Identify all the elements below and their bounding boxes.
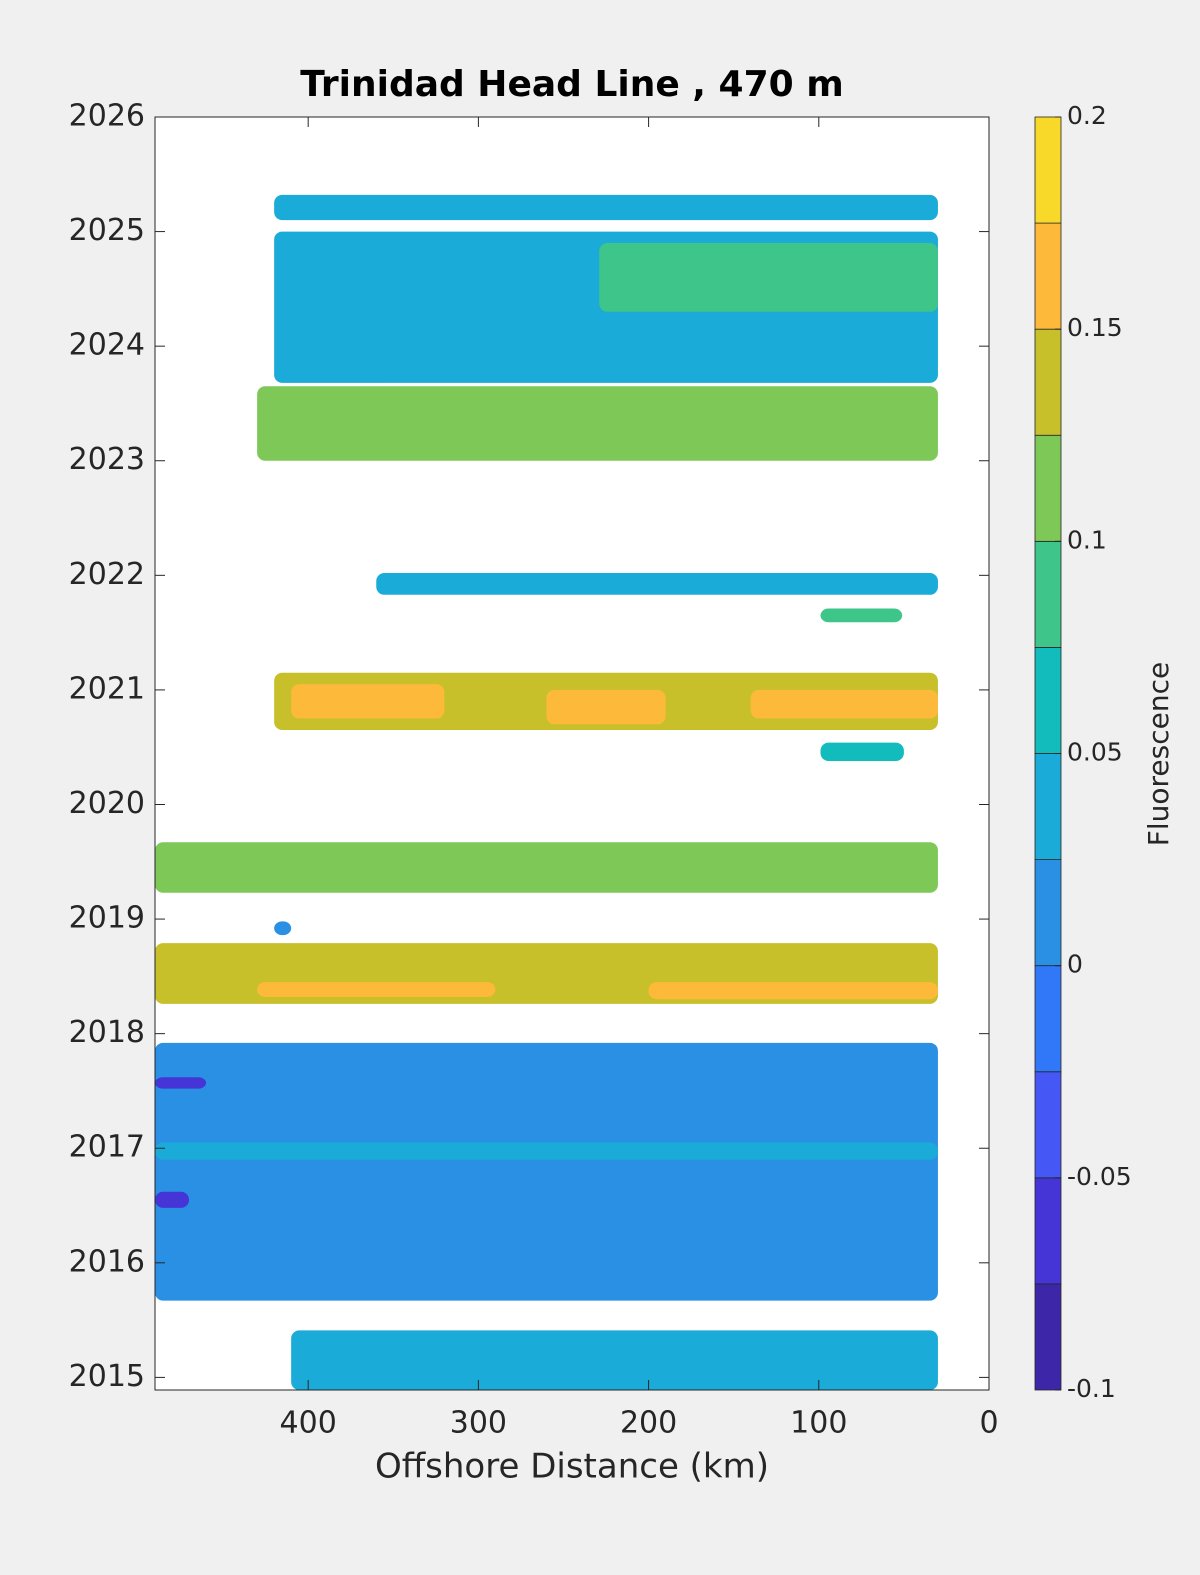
colorbar-tick-label: 0.1 bbox=[1067, 525, 1107, 554]
colorbar-tick-label: -0.1 bbox=[1067, 1374, 1116, 1403]
x-tick-label: 0 bbox=[979, 1406, 998, 1441]
y-tick-label: 2024 bbox=[69, 328, 145, 363]
colorbar-band bbox=[1034, 328, 1062, 436]
x-tick-label: 200 bbox=[620, 1406, 677, 1441]
y-tick-label: 2021 bbox=[69, 671, 145, 706]
colorbar-band bbox=[1034, 859, 1062, 967]
contour-patch bbox=[599, 243, 938, 312]
y-tick-label: 2020 bbox=[69, 786, 145, 821]
contour-patch bbox=[274, 194, 938, 221]
y-tick-label: 2016 bbox=[69, 1244, 145, 1279]
colorbar-band bbox=[1034, 434, 1062, 542]
x-tick-label: 400 bbox=[280, 1406, 337, 1441]
contour-patch bbox=[155, 842, 938, 893]
colorbar-band bbox=[1034, 753, 1062, 860]
colorbar-tick-label: -0.05 bbox=[1067, 1162, 1132, 1191]
colorbar-band bbox=[1034, 965, 1062, 1073]
x-tick-label: 300 bbox=[450, 1406, 507, 1441]
y-tick-label: 2019 bbox=[69, 901, 145, 936]
contour-patch bbox=[291, 1330, 938, 1390]
contour-patch bbox=[155, 1077, 207, 1089]
colorbar-band bbox=[1034, 222, 1062, 330]
y-tick-label: 2015 bbox=[69, 1359, 145, 1394]
contour-patch bbox=[257, 982, 496, 997]
contour-patch bbox=[376, 573, 938, 595]
colorbar-tick-label: 0.05 bbox=[1067, 738, 1123, 767]
chart-title: Trinidad Head Line , 470 m bbox=[300, 64, 843, 105]
contour-patch bbox=[155, 1191, 190, 1208]
colorbar-tick-label: 0.15 bbox=[1067, 313, 1123, 342]
colorbar-band bbox=[1034, 116, 1062, 224]
contour-patch bbox=[257, 386, 938, 461]
colorbar-band bbox=[1034, 1283, 1062, 1391]
colorbar-tick-label: 0.2 bbox=[1067, 101, 1107, 130]
colorbar-tick-label: 0 bbox=[1067, 950, 1083, 979]
colorbar-label: Fluorescence bbox=[1142, 662, 1175, 846]
contour-patch bbox=[546, 689, 666, 725]
contour-patch bbox=[155, 1042, 938, 1301]
contour-patch bbox=[274, 921, 292, 936]
contour-patch bbox=[750, 689, 938, 719]
plot-frame bbox=[154, 116, 990, 1391]
contour-patch bbox=[648, 982, 938, 1000]
y-tick-label: 2026 bbox=[69, 99, 145, 134]
contour-patch bbox=[820, 742, 904, 761]
contour-patch bbox=[155, 1142, 938, 1160]
y-tick-label: 2022 bbox=[69, 557, 145, 592]
y-tick-label: 2017 bbox=[69, 1130, 145, 1165]
colorbar-band bbox=[1034, 540, 1062, 648]
colorbar-band bbox=[1034, 1071, 1062, 1179]
y-tick-label: 2025 bbox=[69, 213, 145, 248]
x-tick-label: 100 bbox=[790, 1406, 847, 1441]
contour-patch bbox=[291, 684, 445, 719]
contour-patch bbox=[820, 608, 903, 623]
colorbar-band bbox=[1034, 647, 1062, 754]
y-tick-label: 2018 bbox=[69, 1015, 145, 1050]
y-tick-label: 2023 bbox=[69, 442, 145, 477]
x-axis-label: Offshore Distance (km) bbox=[375, 1447, 769, 1487]
colorbar-band bbox=[1034, 1177, 1062, 1285]
